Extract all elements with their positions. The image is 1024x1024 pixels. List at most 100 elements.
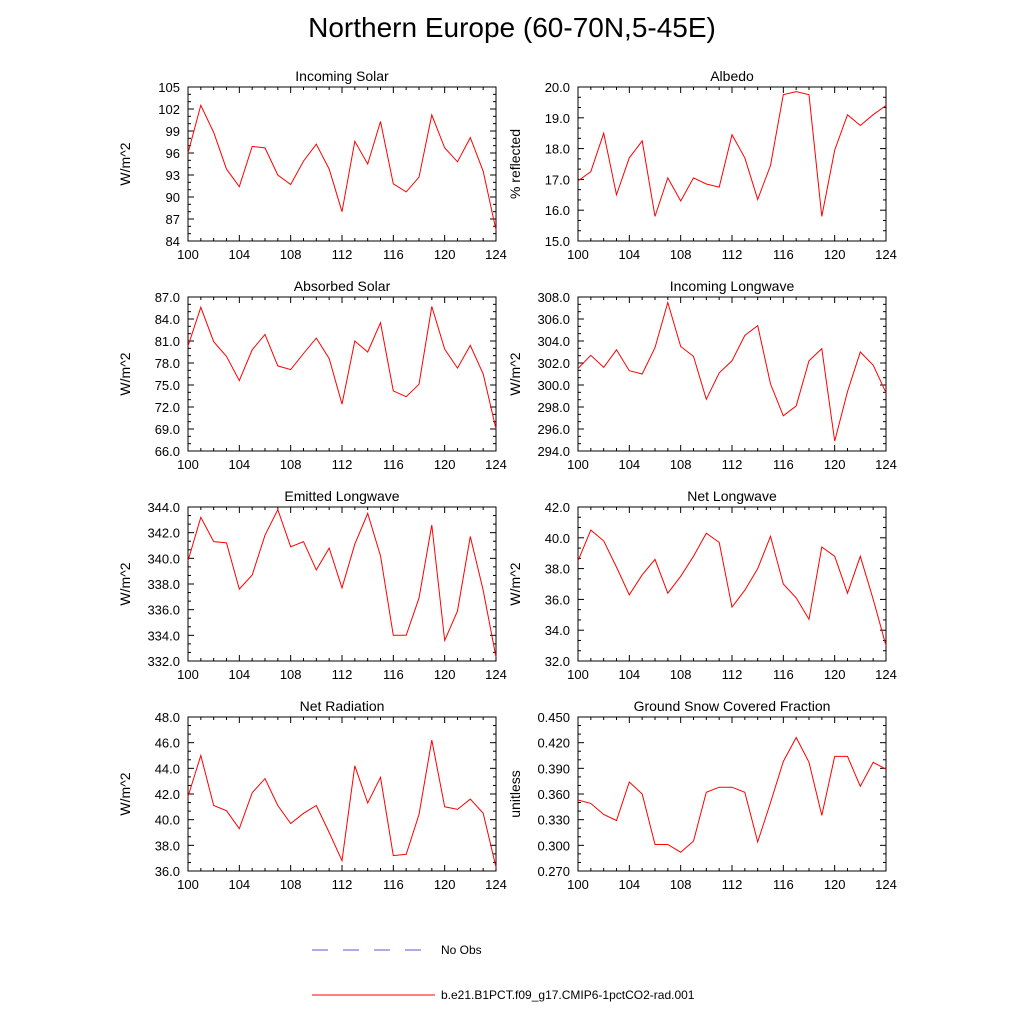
panel-net-longwave: Net Longwave W/m^2 100 104 108 112 116 120 124 32… xyxy=(507,488,897,682)
y-tick-label: 0.330 xyxy=(537,813,570,828)
x-tick-label: 104 xyxy=(228,457,250,472)
y-tick-label: 72.0 xyxy=(155,400,180,415)
y-tick-label: 87 xyxy=(166,212,180,227)
panel-title: Incoming Longwave xyxy=(670,278,795,294)
series-line xyxy=(577,91,887,217)
y-axis-label: W/m^2 xyxy=(507,562,523,605)
x-tick-label: 112 xyxy=(332,877,353,892)
x-tick-label: 100 xyxy=(567,667,589,682)
y-tick-label: 338.0 xyxy=(147,577,180,592)
x-tick-label: 112 xyxy=(332,667,353,682)
y-tick-label: 38.0 xyxy=(545,562,570,577)
legend-model-label: b.e21.B1PCT.f09_g17.CMIP6-1pctCO2-rad.00… xyxy=(441,988,695,1002)
y-tick-label: 36.0 xyxy=(155,864,180,879)
y-tick-label: 40.0 xyxy=(545,531,570,546)
y-tick-label: 87.0 xyxy=(155,290,180,305)
x-tick-label: 120 xyxy=(824,877,846,892)
x-tick-label: 104 xyxy=(228,877,250,892)
legend: No Obs b.e21.B1PCT.f09_g17.CMIP6-1pctCO2-… xyxy=(312,943,695,1002)
x-tick-label: 100 xyxy=(177,667,199,682)
panel-title: Ground Snow Covered Fraction xyxy=(634,698,831,714)
y-tick-label: 0.360 xyxy=(537,787,570,802)
x-tick-label: 124 xyxy=(875,247,897,262)
figure-title: Northern Europe (60-70N,5-45E) xyxy=(308,12,716,43)
y-tick-label: 334.0 xyxy=(147,628,180,643)
x-tick-label: 112 xyxy=(332,247,353,262)
panel-title: Emitted Longwave xyxy=(284,488,399,504)
panel-net-radiation: Net Radiation W/m^2 100 104 108 112 116 120 124 3… xyxy=(117,698,507,892)
x-tick-label: 120 xyxy=(434,247,456,262)
panel-ground-snow-covered-fraction: Ground Snow Covered Fraction unitless 100 1… xyxy=(507,698,897,892)
x-tick-label: 100 xyxy=(567,877,589,892)
series-line xyxy=(577,736,887,853)
x-tick-label: 124 xyxy=(485,877,507,892)
y-axis-label: W/m^2 xyxy=(117,562,133,605)
x-tick-label: 124 xyxy=(875,877,897,892)
x-tick-label: 120 xyxy=(824,667,846,682)
y-tick-label: 15.0 xyxy=(545,234,570,249)
y-tick-label: 0.420 xyxy=(537,736,570,751)
panel-title: Albedo xyxy=(710,68,754,84)
y-tick-label: 34.0 xyxy=(545,623,570,638)
x-tick-label: 116 xyxy=(773,667,794,682)
x-tick-label: 112 xyxy=(722,247,743,262)
y-tick-label: 32.0 xyxy=(545,654,570,669)
x-tick-label: 100 xyxy=(177,877,199,892)
x-tick-label: 116 xyxy=(773,247,794,262)
x-tick-label: 112 xyxy=(722,877,743,892)
plot-frame xyxy=(187,716,497,872)
x-tick-label: 108 xyxy=(670,877,692,892)
y-tick-label: 332.0 xyxy=(147,654,180,669)
y-tick-label: 340.0 xyxy=(147,551,180,566)
x-tick-label: 108 xyxy=(280,457,302,472)
y-tick-label: 302.0 xyxy=(537,356,570,371)
y-axis-label: W/m^2 xyxy=(117,772,133,815)
y-tick-label: 105 xyxy=(158,80,180,95)
x-tick-label: 108 xyxy=(670,247,692,262)
panel-title: Net Longwave xyxy=(687,488,777,504)
y-tick-label: 16.0 xyxy=(545,203,570,218)
y-tick-label: 344.0 xyxy=(147,500,180,515)
x-tick-label: 124 xyxy=(485,247,507,262)
y-tick-label: 69.0 xyxy=(155,422,180,437)
panel-incoming-longwave: Incoming Longwave W/m^2 100 104 108 112 116 120… xyxy=(507,278,897,472)
y-tick-label: 36.0 xyxy=(545,592,570,607)
x-tick-label: 100 xyxy=(567,457,589,472)
x-tick-label: 100 xyxy=(177,457,199,472)
x-tick-label: 116 xyxy=(383,247,404,262)
x-tick-label: 112 xyxy=(722,457,743,472)
x-tick-label: 124 xyxy=(875,457,897,472)
plot-frame xyxy=(187,296,497,452)
y-tick-label: 90 xyxy=(166,190,180,205)
y-tick-label: 75.0 xyxy=(155,378,180,393)
panel-title: Net Radiation xyxy=(300,698,385,714)
y-tick-label: 44.0 xyxy=(155,761,180,776)
x-tick-label: 104 xyxy=(618,457,640,472)
y-tick-label: 19.0 xyxy=(545,111,570,126)
x-tick-label: 104 xyxy=(618,667,640,682)
y-tick-label: 78.0 xyxy=(155,356,180,371)
y-tick-label: 0.300 xyxy=(537,838,570,853)
y-tick-label: 38.0 xyxy=(155,838,180,853)
x-tick-label: 108 xyxy=(280,247,302,262)
panel-albedo: Albedo % reflected 100 104 108 112 116 120 124 15… xyxy=(507,68,897,262)
y-tick-label: 294.0 xyxy=(537,444,570,459)
y-tick-label: 42.0 xyxy=(155,787,180,802)
y-tick-label: 304.0 xyxy=(537,334,570,349)
y-tick-label: 308.0 xyxy=(537,290,570,305)
series-line xyxy=(187,740,497,868)
y-tick-label: 336.0 xyxy=(147,603,180,618)
series-line xyxy=(187,305,497,430)
y-tick-label: 0.390 xyxy=(537,761,570,776)
x-tick-label: 104 xyxy=(618,877,640,892)
plot-frame xyxy=(187,86,497,242)
legend-obs-label: No Obs xyxy=(441,943,482,957)
x-tick-label: 100 xyxy=(567,247,589,262)
panel-title: Absorbed Solar xyxy=(294,278,391,294)
y-tick-label: 306.0 xyxy=(537,312,570,327)
x-tick-label: 120 xyxy=(824,457,846,472)
x-tick-label: 104 xyxy=(228,667,250,682)
x-tick-label: 112 xyxy=(332,457,353,472)
y-tick-label: 18.0 xyxy=(545,142,570,157)
